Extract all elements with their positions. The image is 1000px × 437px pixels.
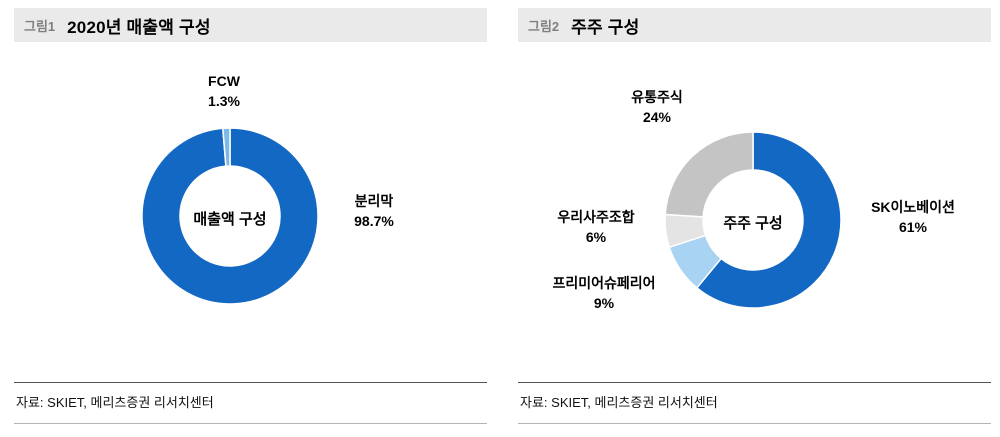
segment-label-sk-innovation: SK이노베이션 61% [853,198,973,237]
segment-name: FCW [208,73,240,89]
segment-label-esop: 우리사주조합 6% [544,208,648,247]
segment-label-fcw: FCW 1.3% [184,72,264,111]
segment-label-float-shares: 유통주식 24% [610,88,704,127]
segment-label-premier-superior: 프리미어슈페리어 9% [542,274,666,313]
donut-segment [222,127,231,167]
donut-segment [664,131,754,218]
figure-header: 그림1 2020년 매출액 구성 [14,8,487,42]
segment-value: 9% [593,294,615,311]
figure-shareholder-composition: 그림2 주주 구성 주주 구성 유통주식 24% SK이노베이션 61% 우리사… [518,8,991,424]
segment-name: 분리막 [354,193,394,209]
figure-title: 2020년 매출액 구성 [67,17,211,37]
donut-chart-shareholders [664,131,842,309]
segment-value: 6% [585,228,607,245]
figure-revenue-composition: 그림1 2020년 매출액 구성 매출액 구성 FCW 1.3% 분리막 98.… [14,8,487,424]
segment-value: 1.3% [208,92,240,109]
chart-center-label: 주주 구성 [723,215,783,232]
figures-row: 그림1 2020년 매출액 구성 매출액 구성 FCW 1.3% 분리막 98.… [14,8,991,424]
chart-area: 주주 구성 유통주식 24% SK이노베이션 61% 우리사주조합 6% 프리미… [518,42,991,382]
figure-header: 그림2 주주 구성 [518,8,991,42]
segment-name: 우리사주조합 [557,209,635,225]
figure-source: 자료: SKIET, 메리츠증권 리서치센터 [14,382,487,424]
segment-value: 98.7% [354,212,394,229]
figure-title: 주주 구성 [571,17,640,37]
segment-value: 61% [898,218,928,235]
figure-source: 자료: SKIET, 메리츠증권 리서치센터 [518,382,991,424]
donut-chart-revenue [141,127,319,305]
segment-label-separator: 분리막 98.7% [329,192,419,231]
segment-name: 유통주식 [631,89,683,105]
donut-segment [141,127,319,305]
figure-tag: 그림1 [24,18,56,34]
segment-value: 24% [642,108,672,125]
segment-name: SK이노베이션 [871,199,955,215]
chart-area: 매출액 구성 FCW 1.3% 분리막 98.7% [14,42,487,382]
segment-name: 프리미어슈페리어 [552,275,656,291]
donut-segment [695,131,842,309]
chart-center-label: 매출액 구성 [193,211,267,228]
figure-tag: 그림2 [528,18,560,34]
